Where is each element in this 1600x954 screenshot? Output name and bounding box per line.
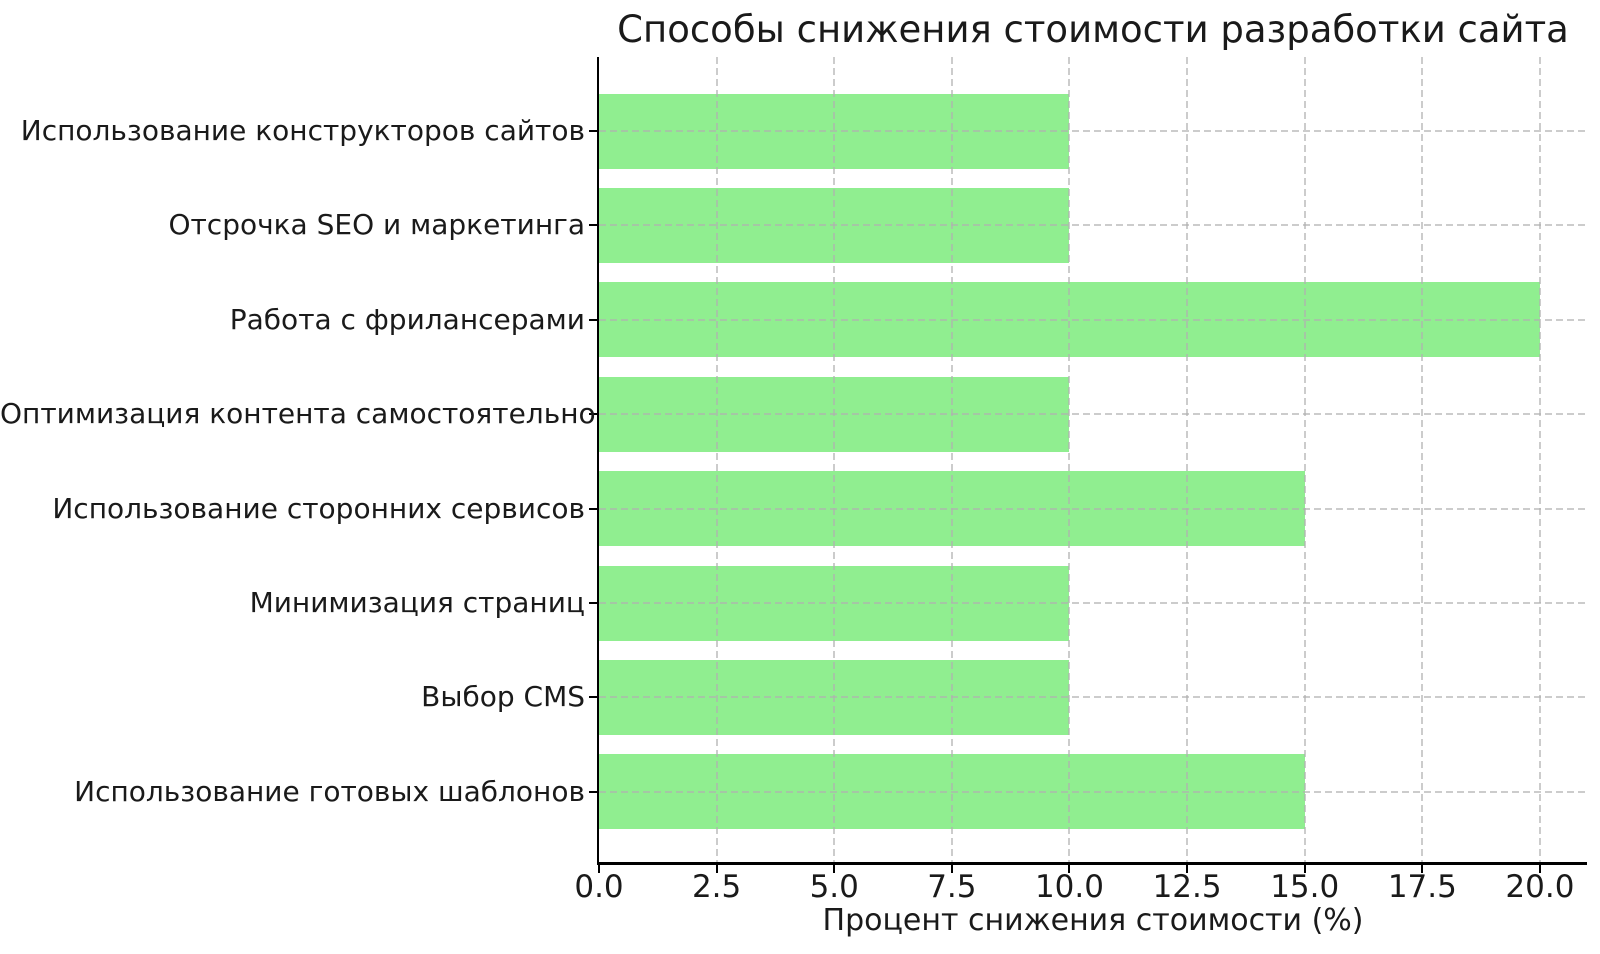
- x-gridline: [1068, 57, 1071, 863]
- x-tick-mark: [715, 865, 718, 873]
- x-tick-mark: [1421, 865, 1424, 873]
- y-gridline: [599, 318, 1587, 321]
- y-tick-mark: [589, 318, 597, 321]
- y-gridline: [599, 790, 1587, 793]
- x-tick-label: 12.5: [1152, 869, 1222, 905]
- y-tick-mark: [589, 130, 597, 132]
- x-axis-label: Процент снижения стоимости (%): [822, 903, 1364, 938]
- y-tick-mark: [589, 224, 597, 227]
- x-gridline: [950, 57, 953, 863]
- x-gridline: [833, 57, 836, 863]
- x-tick-mark: [598, 865, 600, 873]
- y-category-label: Отсрочка SEO и маркетинга: [168, 208, 585, 242]
- y-category-label: Оптимизация контента самостоятельно: [0, 397, 596, 431]
- y-gridline: [599, 602, 1587, 604]
- y-axis-spine: [597, 57, 599, 865]
- y-category-label: Минимизация страниц: [249, 586, 585, 619]
- x-gridline: [1303, 57, 1306, 863]
- y-tick-mark: [589, 790, 597, 793]
- y-category-label: Выбор CMS: [421, 680, 585, 714]
- x-tick-mark: [833, 865, 836, 873]
- x-tick-mark: [1303, 865, 1306, 873]
- y-gridline: [599, 413, 1587, 416]
- x-tick-label: 5.0: [809, 869, 859, 905]
- x-gridline: [715, 57, 718, 863]
- x-gridline: [1186, 57, 1189, 863]
- y-gridline: [599, 224, 1587, 227]
- y-category-label: Использование конструкторов сайтов: [20, 114, 585, 147]
- x-tick-label: 7.5: [927, 869, 977, 905]
- x-tick-label: 15.0: [1270, 869, 1340, 905]
- x-axis-spine: [597, 862, 1587, 865]
- x-tick-mark: [1068, 865, 1071, 873]
- y-tick-mark: [589, 507, 597, 510]
- x-tick-label: 2.5: [691, 869, 742, 905]
- x-tick-label: 20.0: [1505, 869, 1575, 905]
- x-gridline: [1421, 57, 1424, 863]
- y-category-label: Использование сторонних сервисов: [52, 491, 585, 525]
- x-tick-mark: [950, 865, 953, 873]
- y-gridline: [599, 507, 1587, 510]
- y-category-label: Использование готовых шаблонов: [74, 774, 585, 808]
- x-tick-mark: [1186, 865, 1189, 873]
- y-gridline: [599, 696, 1587, 699]
- y-category-label: Работа с фрилансерами: [229, 302, 585, 336]
- y-tick-mark: [589, 602, 597, 604]
- y-gridline: [599, 130, 1587, 132]
- x-tick-label: 10.0: [1034, 869, 1104, 905]
- x-gridline: [1538, 57, 1541, 863]
- x-tick-label: 0.0: [574, 869, 624, 905]
- chart-title: Способы снижения стоимости разработки са…: [617, 8, 1569, 51]
- x-tick-label: 17.5: [1387, 869, 1457, 905]
- x-tick-mark: [1538, 865, 1541, 873]
- y-tick-mark: [589, 696, 597, 699]
- y-tick-mark: [589, 413, 597, 416]
